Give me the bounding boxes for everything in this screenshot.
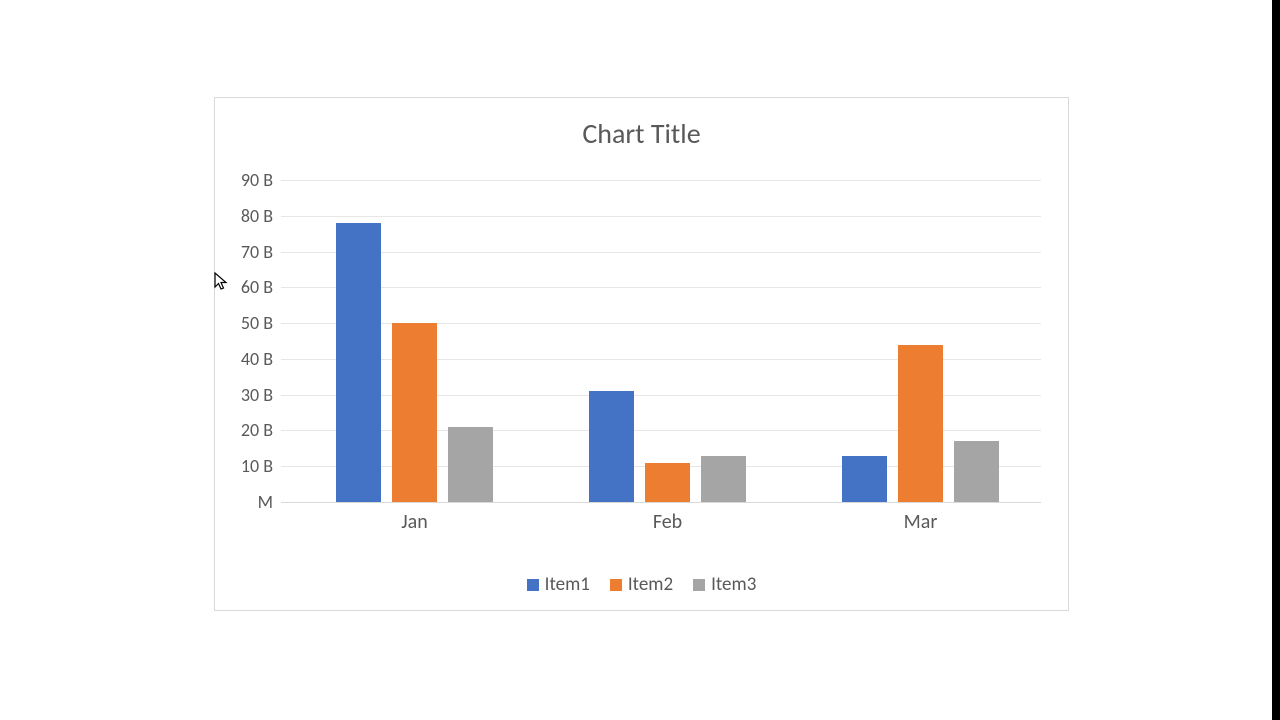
gridline xyxy=(281,216,1041,217)
bar-item3-mar xyxy=(954,441,999,502)
y-tick-label: 80 B xyxy=(241,205,281,227)
window-right-edge xyxy=(1272,0,1280,720)
bar-item2-jan xyxy=(392,323,437,502)
y-tick-label: 40 B xyxy=(241,348,281,370)
legend-label: Item2 xyxy=(628,573,673,596)
x-category-label: Jan xyxy=(401,502,427,534)
legend-swatch-icon xyxy=(610,579,622,591)
legend: Item1 Item2 Item3 xyxy=(215,573,1068,596)
legend-swatch-icon xyxy=(693,579,705,591)
legend-label: Item3 xyxy=(711,573,756,596)
y-tick-label: M xyxy=(258,491,281,513)
y-tick-label: 10 B xyxy=(241,455,281,477)
gridline xyxy=(281,180,1041,181)
chart-container: Chart Title M10 B20 B30 B40 B50 B60 B70 … xyxy=(214,97,1069,611)
bar-item1-feb xyxy=(589,391,634,502)
y-tick-label: 50 B xyxy=(241,312,281,334)
bar-item3-feb xyxy=(701,456,746,503)
bar-item1-mar xyxy=(842,456,887,503)
x-category-label: Feb xyxy=(653,502,682,534)
bar-item2-mar xyxy=(898,345,943,502)
x-category-label: Mar xyxy=(904,502,938,534)
bar-item1-jan xyxy=(336,223,381,502)
legend-item-item2: Item2 xyxy=(610,573,673,596)
legend-item-item1: Item1 xyxy=(527,573,590,596)
gridline xyxy=(281,252,1041,253)
y-tick-label: 20 B xyxy=(241,419,281,441)
y-tick-label: 70 B xyxy=(241,241,281,263)
y-tick-label: 30 B xyxy=(241,384,281,406)
plot-area: M10 B20 B30 B40 B50 B60 B70 B80 B90 BJan… xyxy=(281,180,1041,502)
gridline xyxy=(281,287,1041,288)
legend-label: Item1 xyxy=(545,573,590,596)
bar-item2-feb xyxy=(645,463,690,502)
legend-swatch-icon xyxy=(527,579,539,591)
chart-title: Chart Title xyxy=(215,116,1068,151)
y-tick-label: 60 B xyxy=(241,276,281,298)
bar-item3-jan xyxy=(448,427,493,502)
legend-item-item3: Item3 xyxy=(693,573,756,596)
y-tick-label: 90 B xyxy=(241,169,281,191)
